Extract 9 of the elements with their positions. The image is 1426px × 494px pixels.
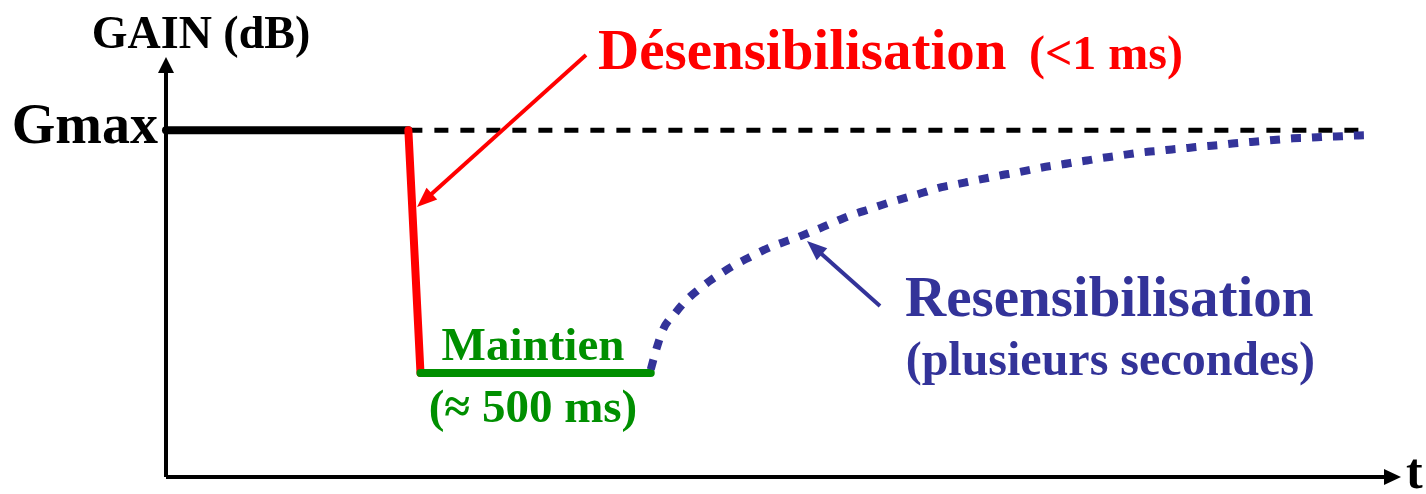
text: Gmax <box>11 93 158 156</box>
y-axis-title: GAIN (dB) <box>91 7 311 58</box>
legend-label: Resensibilisation <box>905 265 1314 328</box>
series-label: Maintien <box>441 318 625 370</box>
x-axis-title: t <box>1406 443 1423 494</box>
text: (<1 ms) <box>1029 26 1183 80</box>
annotation: (≈ 500 ms) <box>428 380 638 432</box>
annotation: (plusieurs secondes) <box>905 332 1315 386</box>
text: Désensibilisation <box>598 18 1007 81</box>
